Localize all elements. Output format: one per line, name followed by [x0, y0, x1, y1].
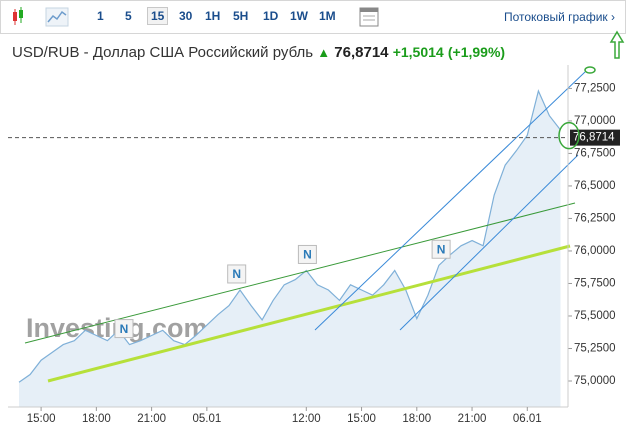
y-tick-label: 75,7500: [574, 277, 616, 289]
change: +1,5014: [392, 44, 444, 60]
interval-button[interactable]: 1M: [319, 9, 336, 23]
calendar-icon[interactable]: [358, 6, 380, 28]
y-tick-label: 76,0000: [574, 245, 616, 257]
title: USD/RUB - Доллар США Российский рубль: [12, 44, 314, 61]
interval-button[interactable]: 5H: [233, 9, 249, 23]
interval-button[interactable]: 1H: [205, 9, 221, 23]
x-tick-label: 05.01: [192, 413, 221, 425]
interval-button[interactable]: 1W: [290, 9, 308, 23]
y-tick-label: 76,5000: [574, 180, 616, 192]
news-marker-label: N: [303, 248, 312, 262]
stream-text[interactable]: Потоковый график: [503, 10, 608, 24]
annotation-arrow: [609, 30, 625, 59]
annotation-ellipse: [584, 66, 596, 74]
watermark: Investing.com: [26, 313, 208, 343]
x-tick-label: 06.01: [513, 413, 542, 425]
x-tick-label: 18:00: [82, 413, 111, 425]
area: [19, 91, 561, 407]
interval-button[interactable]: 15: [147, 7, 169, 25]
price: 76,8714: [334, 44, 389, 61]
news-marker-label: N: [232, 267, 241, 281]
candle-icon[interactable]: [7, 1, 47, 33]
news-marker-label: N: [120, 322, 129, 336]
news-marker-label: N: [437, 242, 446, 256]
news-marker: [431, 239, 451, 259]
news-marker: [114, 319, 134, 339]
header: USD/RUB - Доллар США Российский рубль ▲ …: [12, 44, 505, 61]
change-percent: (+1,99%): [447, 44, 506, 60]
y-tick-label: 75,0000: [574, 375, 616, 387]
y-tick-label: 76,7500: [574, 147, 616, 159]
toolbar: 1 5 15 30 1H 5H 1D 1W 1M Потоковый график ›: [0, 0, 626, 34]
y-tick-label: 77,2500: [574, 82, 616, 94]
stream-link[interactable]: Потоковый график ›: [503, 10, 615, 24]
interval-button[interactable]: 1D: [263, 9, 279, 23]
trend-line: [47, 244, 571, 383]
last-price-box: [570, 129, 620, 146]
channel-line: [399, 154, 579, 331]
x-tick-label: 15:00: [347, 413, 376, 425]
interval-button[interactable]: 1: [97, 9, 104, 23]
up-arrow: ▲: [317, 45, 331, 60]
x-tick-label: 15:00: [27, 413, 56, 425]
x-tick-label: 21:00: [458, 413, 487, 425]
annotation-circle: [558, 121, 580, 150]
interval-button[interactable]: 30: [179, 9, 193, 23]
news-marker: [297, 244, 317, 264]
trend-line: [24, 202, 576, 344]
line: [18, 89, 561, 383]
channel-line: [314, 71, 586, 331]
line-icon[interactable]: [45, 5, 69, 29]
y-tick-label: 75,2500: [574, 343, 616, 355]
x-tick-label: 21:00: [137, 413, 166, 425]
x-tick-label: 18:00: [402, 413, 431, 425]
y-tick-label: 77,0000: [574, 115, 616, 127]
y-tick-label: 76,2500: [574, 212, 616, 224]
interval-button[interactable]: 5: [125, 9, 132, 23]
last-price-label: 76,8714: [573, 132, 615, 144]
x-tick-label: 12:00: [292, 413, 321, 425]
news-marker: [227, 264, 247, 284]
y-tick-label: 75,5000: [574, 310, 616, 322]
